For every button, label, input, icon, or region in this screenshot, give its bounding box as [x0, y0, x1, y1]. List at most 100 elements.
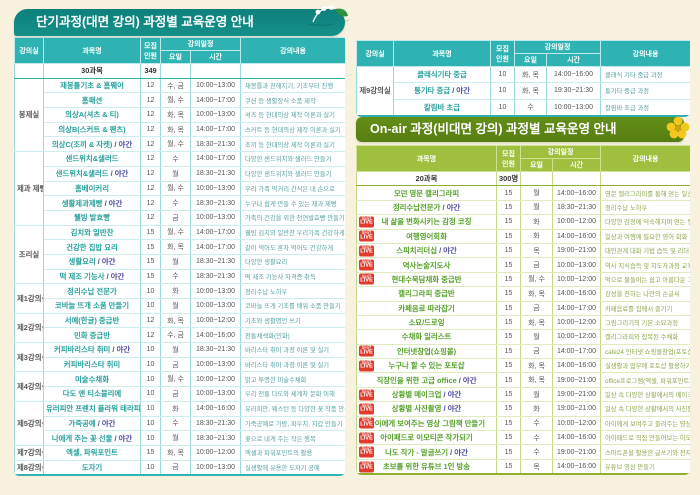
subject-cell: 수채화 일러스트 — [356, 329, 497, 345]
capacity-cell: 15 — [140, 269, 161, 285]
time-cell: 19:00~21:00 — [551, 401, 602, 417]
content-cell: 먹으로 물들이는 쉽고 아름다운 그림 — [600, 272, 690, 288]
content-cell: 떡 제조 기능사 자격증 취득 — [240, 269, 345, 285]
subject-label: 민화 중급반 — [73, 330, 111, 340]
capacity-cell: 12 — [140, 122, 161, 138]
course-row: 실시간 LIVE 내 삶을 변화시키는 감정 코칭 15 화 10:00~12:00 다양한… — [356, 214, 690, 230]
live-badge-line1: 실시간 — [361, 417, 372, 422]
subject-label: 나에게 주는 꽃 선물 — [51, 433, 113, 443]
time-cell: 18:30~21:30 — [189, 416, 242, 432]
capacity-cell: 15 — [496, 243, 521, 259]
capacity-cell: 15 — [496, 344, 521, 360]
day-cell: 월, 수 — [160, 92, 191, 109]
summary-row: 20과목 300명 — [356, 171, 690, 187]
onair-banner-title: On-air 과정(비대면 강의) 과정별 교육운영 안내 — [370, 122, 617, 136]
live-badge-line2: LIVE — [360, 349, 373, 356]
content-cell: 감성을 전하는 나만의 손글씨 — [600, 286, 690, 302]
col-header-time: 시간 — [551, 158, 602, 172]
content-cell: 누구나 쉽게 만들 수 있는 제과 제빵 — [240, 195, 345, 211]
subject-label: 나도 작가 - 말글쓰기 — [385, 447, 449, 457]
time-cell: 10:00~12:00 — [189, 371, 242, 388]
time-cell: 14:00~16:00 — [545, 65, 602, 84]
time-cell: 10:00~12:00 — [189, 444, 242, 461]
capacity-cell: 10 — [140, 342, 161, 358]
live-badge: 실시간 LIVE — [359, 403, 374, 415]
day-cell: 화 — [520, 229, 553, 244]
col-header-day: 요일 — [514, 53, 547, 67]
subject-cell: 재봉틀기초 & 홈웨어 — [43, 77, 141, 94]
subject-label: 김치와 일반찬 — [70, 227, 114, 237]
subject-label: 정리수납 전문가 — [67, 286, 117, 296]
room-cell: 제2강의실 — [14, 312, 44, 344]
summary-empty-cell — [160, 63, 191, 79]
subject-label: 모던 영문 캘리그라피 — [393, 188, 460, 198]
capacity-cell: 15 — [496, 315, 521, 331]
live-badge: 실시간 LIVE — [359, 245, 374, 257]
col-header-subject: 과목명 — [43, 37, 141, 64]
course-row: 제5강의실유러피안 프렌치 플라워 테라피10화14:00~16:00유러피안,… — [14, 400, 345, 446]
subject-label: 떡 제조 기능사 — [59, 271, 105, 281]
day-cell: 월 — [160, 342, 191, 358]
live-badge: 실시간 LIVE — [359, 432, 374, 444]
course-row: 의상A(셔츠 & 티) 12 화, 목 10:00~13:00 셔츠 등 현대의상 제작… — [15, 107, 345, 123]
day-cell: 수 — [514, 99, 547, 117]
live-badge-line1: 실시간 — [361, 446, 372, 451]
time-cell: 10:00~13:00 — [189, 386, 242, 402]
subject-label: 다도 앤 티소믈리에 — [62, 389, 122, 399]
offline-banner-title: 단기과정(대면 강의) 과정별 교육운영 안내 — [36, 15, 254, 29]
day-cell: 월 — [160, 254, 191, 270]
content-cell: 바리스타 취미 과정 이론 및 실기 — [240, 357, 345, 373]
content-cell: 일상과 여행에 필요한 영어 회화 — [600, 229, 690, 244]
time-cell: 10:00~12:00 — [551, 272, 602, 288]
content-cell: 조끼 등 현대의상 제작 이론과 실기 — [240, 136, 345, 153]
night-label: / 야간 — [448, 447, 468, 457]
course-row: 민화 중급반 12 수, 금 14:00~16:00 전통채색화(민화) — [15, 327, 345, 344]
day-cell: 금 — [520, 344, 553, 360]
capacity-cell: 15 — [496, 229, 521, 244]
capacity-cell: 12 — [140, 195, 161, 211]
summary-empty-cell — [240, 63, 345, 79]
time-cell: 14:00~16:00 — [551, 286, 602, 302]
course-row: 카페음료 따라잡기 15 금 14:00~17:00 카페음료를 집에서 즐기기 — [356, 301, 690, 316]
flower-icon — [666, 116, 690, 149]
course-row: 코바늘 뜨개 소품 만들기 10 월 10:00~13:00 코바늘 뜨개 기초를 배워… — [15, 298, 345, 314]
subject-cell: 직장인을 위한 고급 office / 야간 — [356, 372, 497, 388]
subject-label: 생활요리 — [68, 257, 96, 267]
capacity-line1: 모집 — [496, 45, 509, 53]
capacity-cell: 10 — [140, 430, 161, 446]
day-cell: 화, 목 — [160, 239, 191, 255]
subject-label: 칼림바 초급 — [423, 102, 461, 112]
day-cell: 월, 수 — [160, 181, 191, 197]
day-cell: 수 — [520, 416, 553, 432]
summary-row: 30과목 349 — [14, 63, 345, 79]
content-cell: 대인관계 대화 기법 습득 및 리더십 향상 — [600, 243, 690, 259]
night-label: / 야간 — [112, 139, 133, 149]
capacity-cell: 12 — [140, 312, 161, 329]
lily-of-the-valley-icon — [303, 0, 353, 40]
course-row: 실시간 LIVE 누구나 할 수 있는 포토샵 15 화, 목 14:00~16:00 실생… — [356, 358, 690, 374]
time-cell: 14:00~16:00 — [189, 327, 242, 344]
time-cell: 18:30~21:30 — [189, 254, 242, 270]
summary-empty-cell — [189, 63, 242, 79]
subject-cell: 실시간 LIVE 역사논술지도사 — [356, 257, 497, 273]
col-header-subject: 과목명 — [356, 145, 497, 172]
offline-banner: 단기과정(대면 강의) 과정별 교육운영 안내 — [14, 5, 351, 36]
subject-label: 샌드위치&샐러드 — [55, 169, 109, 179]
subject-cell: 실시간 LIVE 아이에게 보여주는 영상 그림책 만들기 — [356, 416, 497, 432]
course-row: 건강한 집밥 요리 15 화, 목 14:00~17:00 같이 먹어도 혼자 먹어도 … — [15, 239, 345, 255]
offline-course-table: 강의실 과목명 모집 인원 강의일정 강의내용 요일 시간 30과목 — [14, 37, 345, 477]
day-cell: 수 — [520, 430, 553, 446]
course-row: 모던 영문 캘리그라피 15 월 14:00~16:00 영문 캘리그라피를 통해 얻는… — [356, 185, 690, 201]
summary-subject-cell: 20과목 — [356, 171, 497, 187]
room-cell: 제7강의실 — [14, 444, 44, 461]
room9-courses-panel: 강의실 과목명 모집 인원 강의일정 강의내용 요일 시간 제9강의실 클래식기타 … — [356, 40, 690, 117]
subject-cell: 가죽공예 / 야간 — [43, 416, 141, 432]
live-badge-line2: LIVE — [360, 277, 373, 284]
onair-courses-panel: On-air 과정(비대면 강의) 과정별 교육운영 안내 과목명 — [356, 116, 690, 476]
time-cell: 10:00~13:00 — [189, 357, 242, 373]
col-header-schedule: 강의일정 — [519, 145, 602, 159]
subject-cell: 실시간 LIVE 현대수묵담채화 중급반 — [356, 272, 497, 288]
night-label: / 야간 — [456, 375, 477, 385]
time-cell: 10:00~13:00 — [545, 99, 602, 117]
time-cell: 19:00~21:00 — [551, 243, 602, 259]
